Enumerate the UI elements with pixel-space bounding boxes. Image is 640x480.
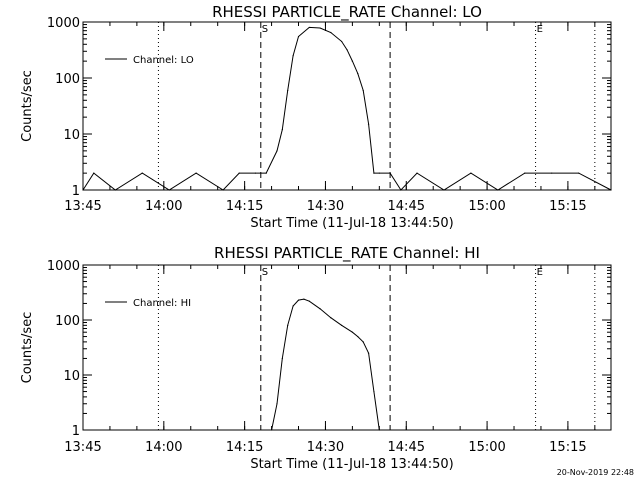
chart-title: RHESSI PARTICLE_RATE Channel: LO bbox=[212, 3, 482, 22]
x-tick-label: 15:00 bbox=[468, 440, 505, 455]
event-marker-label: E bbox=[537, 24, 543, 35]
data-point bbox=[351, 331, 353, 333]
data-point bbox=[141, 172, 143, 174]
data-point bbox=[297, 299, 300, 301]
x-tick-label: 15:00 bbox=[468, 199, 505, 214]
x-tick-label: 15:15 bbox=[549, 199, 586, 214]
data-point bbox=[389, 172, 391, 174]
data-point bbox=[351, 60, 353, 62]
data-point bbox=[287, 324, 289, 326]
data-point bbox=[400, 189, 402, 191]
data-point bbox=[297, 35, 300, 38]
x-axis-label: Start Time (11-Jul-18 13:44:50) bbox=[250, 216, 453, 231]
data-point bbox=[341, 324, 343, 326]
y-tick-label: 1 bbox=[72, 424, 80, 439]
x-tick-label: 14:30 bbox=[307, 199, 344, 214]
data-point bbox=[470, 172, 472, 174]
y-tick-label: 100 bbox=[55, 314, 80, 329]
legend-label: Channel: HI bbox=[133, 298, 191, 309]
data-point bbox=[287, 89, 289, 92]
chart-title: RHESSI PARTICLE_RATE Channel: HI bbox=[214, 244, 480, 263]
data-point bbox=[292, 55, 294, 57]
chart-panel-2: RHESSI PARTICLE_RATE Channel: HI 1 10 100 10… bbox=[20, 244, 612, 472]
event-marker-label: S bbox=[262, 267, 268, 278]
data-point bbox=[254, 172, 257, 174]
y-tick-label: 10 bbox=[63, 128, 80, 143]
data-point bbox=[357, 335, 359, 338]
x-tick-label: 14:15 bbox=[226, 440, 263, 455]
data-point bbox=[93, 172, 95, 174]
data-point bbox=[319, 27, 321, 29]
data-point bbox=[303, 298, 305, 300]
data-point bbox=[357, 72, 359, 75]
data-point bbox=[276, 403, 278, 405]
data-point bbox=[270, 429, 273, 431]
data-point bbox=[416, 172, 418, 174]
data-point bbox=[373, 172, 375, 174]
data-point bbox=[292, 305, 294, 307]
series-line bbox=[271, 298, 380, 431]
data-point bbox=[578, 172, 580, 174]
data-point bbox=[610, 189, 612, 191]
y-tick-label: 1000 bbox=[47, 259, 80, 274]
data-point bbox=[367, 123, 370, 125]
chart-panel-1: RHESSI PARTICLE_RATE Channel: LO 1 10 100 10… bbox=[20, 3, 612, 231]
legend-label: Channel: LO bbox=[133, 55, 194, 66]
y-tick-label: 10 bbox=[63, 369, 80, 384]
data-point bbox=[362, 89, 364, 92]
x-tick-label: 14:15 bbox=[226, 199, 263, 214]
data-point bbox=[265, 172, 267, 174]
data-point bbox=[330, 317, 332, 319]
data-point bbox=[281, 357, 283, 360]
data-point bbox=[82, 189, 84, 191]
y-tick-label: 100 bbox=[55, 72, 80, 87]
data-point bbox=[551, 172, 553, 174]
x-axis-label: Start Time (11-Jul-18 13:44:50) bbox=[250, 457, 453, 472]
data-point bbox=[443, 189, 445, 191]
x-tick-label: 14:00 bbox=[145, 440, 182, 455]
data-point bbox=[497, 189, 499, 191]
x-tick-label: 13:45 bbox=[64, 440, 101, 455]
data-point bbox=[346, 49, 348, 51]
data-point bbox=[341, 40, 343, 43]
data-point bbox=[281, 128, 283, 131]
event-marker-label: S bbox=[262, 24, 268, 35]
y-tick-label: 1000 bbox=[47, 16, 80, 31]
data-point bbox=[330, 31, 332, 34]
data-point bbox=[168, 189, 170, 191]
x-tick-label: 14:45 bbox=[388, 199, 425, 214]
y-axis-label: Counts/sec bbox=[20, 312, 35, 384]
event-marker-label: E bbox=[537, 267, 543, 278]
data-point bbox=[195, 172, 197, 174]
x-tick-label: 14:30 bbox=[307, 440, 344, 455]
data-point bbox=[362, 341, 364, 343]
x-tick-label: 14:00 bbox=[145, 199, 182, 214]
y-axis-label: Counts/sec bbox=[20, 70, 35, 142]
data-point bbox=[238, 172, 240, 174]
data-point bbox=[276, 150, 278, 152]
data-point bbox=[308, 300, 310, 302]
data-point bbox=[319, 308, 321, 310]
x-tick-label: 13:45 bbox=[64, 199, 101, 214]
footer-timestamp: 20-Nov-2019 22:48 bbox=[556, 468, 634, 477]
data-point bbox=[524, 172, 526, 174]
data-point bbox=[114, 189, 116, 191]
plot-frame bbox=[82, 264, 612, 431]
data-point bbox=[222, 189, 224, 191]
data-point bbox=[378, 172, 380, 174]
data-point bbox=[308, 26, 310, 29]
x-tick-label: 15:15 bbox=[549, 440, 586, 455]
data-point bbox=[367, 352, 370, 354]
data-point bbox=[378, 429, 380, 431]
plot-frame bbox=[82, 21, 612, 191]
x-tick-label: 14:45 bbox=[388, 440, 425, 455]
data-point bbox=[373, 390, 375, 393]
y-tick-label: 1 bbox=[72, 184, 80, 199]
series-line bbox=[82, 26, 612, 191]
